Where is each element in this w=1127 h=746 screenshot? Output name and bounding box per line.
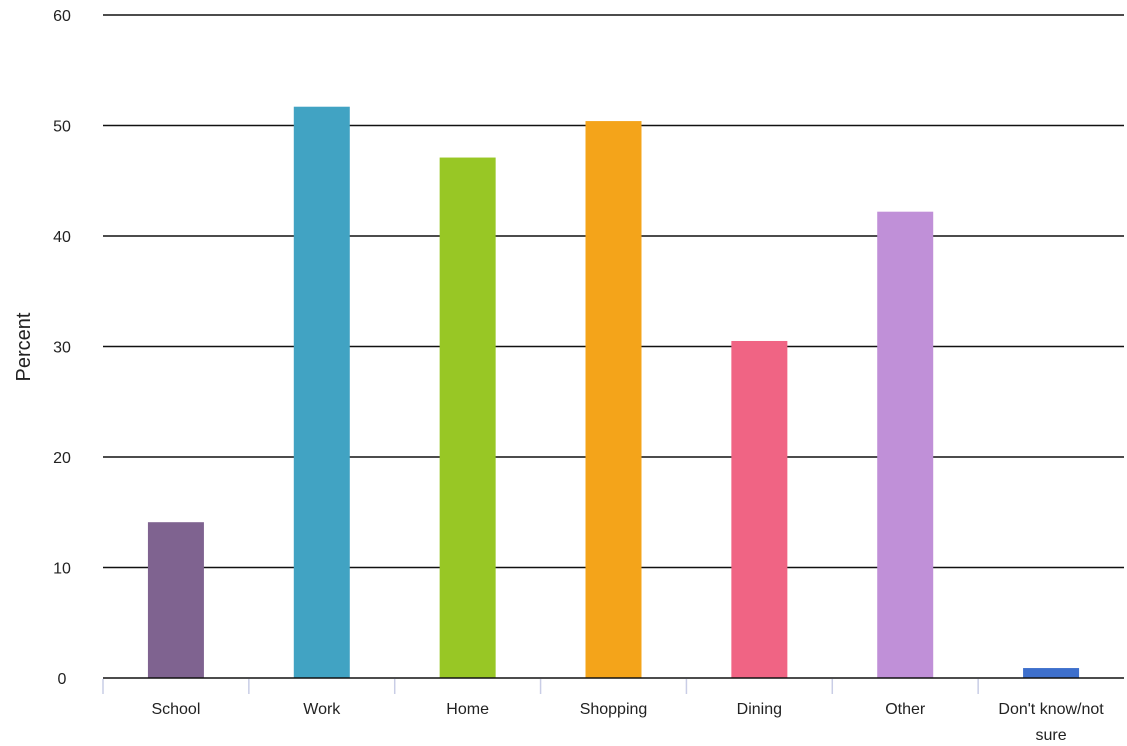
y-tick-label: 20 bbox=[53, 450, 71, 467]
x-category-label-line: School bbox=[151, 701, 200, 718]
bar bbox=[439, 157, 496, 679]
bar bbox=[731, 340, 788, 678]
bar bbox=[293, 106, 350, 679]
x-category-label: Other bbox=[885, 701, 926, 718]
x-category-label: Shopping bbox=[580, 701, 648, 718]
y-tick-label: 30 bbox=[53, 340, 71, 357]
x-category-label-line: Shopping bbox=[580, 701, 648, 718]
x-category-label: Don't know/not sure bbox=[998, 701, 1104, 744]
bar bbox=[877, 211, 934, 678]
x-category-label: Home bbox=[446, 701, 489, 718]
x-category-label-line: sure bbox=[1036, 727, 1067, 744]
x-category-label-line: Home bbox=[446, 701, 489, 718]
y-tick-label: 50 bbox=[53, 119, 71, 136]
x-category-label: School bbox=[151, 701, 200, 718]
x-category-label-line: Dining bbox=[737, 701, 782, 718]
x-axis: School Work Home Shopping Dining Other Don't k… bbox=[102, 677, 1124, 744]
x-category-label-line: Other bbox=[885, 701, 926, 718]
x-category-label: Dining bbox=[737, 701, 782, 718]
y-tick-label: 60 bbox=[53, 8, 71, 25]
bars bbox=[147, 106, 1080, 679]
bar bbox=[585, 121, 642, 678]
bar bbox=[147, 522, 204, 678]
x-category-label-line: Work bbox=[303, 701, 341, 718]
y-tick-label: 40 bbox=[53, 229, 71, 246]
bar bbox=[1023, 668, 1080, 678]
x-category-label-line: Don't know/not bbox=[998, 701, 1104, 718]
x-category-label: Work bbox=[303, 701, 341, 718]
y-tick-label: 0 bbox=[58, 671, 67, 688]
y-axis-title: Percent bbox=[13, 312, 35, 381]
y-tick-label: 10 bbox=[53, 561, 71, 578]
y-axis-ticks: 0 10 20 30 40 50 60 bbox=[53, 8, 71, 688]
